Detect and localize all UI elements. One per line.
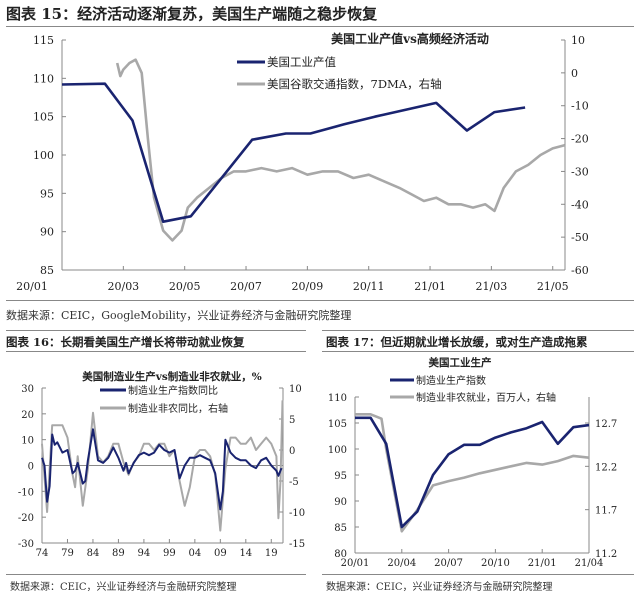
y2-tick-label: -15	[289, 539, 305, 550]
y2-tick-label: -40	[571, 198, 589, 211]
source-note-15: 数据来源：CEIC，GoogleMobility，兴业证券经济与金融研究院整理	[6, 309, 352, 322]
y2-tick-label: 11.7	[595, 506, 617, 517]
y2-tick-label: 10	[289, 384, 302, 395]
x-tick-label: 20/04	[387, 558, 416, 569]
x-tick-label: 84	[87, 548, 100, 559]
legend-label: 制造业生产指数	[416, 374, 486, 387]
legend-label: 美国工业产值	[267, 55, 336, 69]
source-note-17: 数据来源：CEIC，兴业证券经济与金融研究院整理	[326, 582, 553, 593]
y2-tick-label: -10	[571, 100, 589, 113]
y2-tick-label: 11.2	[595, 549, 617, 560]
y-tick-label: 110	[328, 393, 347, 404]
figure-15-title: 图表 15：经济活动逐渐复苏，美国生产端随之稳步恢复	[6, 5, 378, 23]
x-tick-label: 94	[138, 548, 151, 559]
series-line-gray	[115, 58, 566, 242]
x-tick-label: 21/04	[575, 558, 604, 569]
series-line-gray	[355, 412, 590, 533]
x-tick-label: 89	[112, 548, 125, 559]
x-tick-label: 20/07	[434, 558, 463, 569]
x-tick-label: 21/01	[528, 558, 557, 569]
x-tick-label: 74	[36, 548, 49, 559]
y-tick-label: 85	[334, 523, 347, 534]
y2-tick-label: 12.2	[595, 462, 617, 473]
y-tick-label: 0	[28, 462, 34, 473]
y-tick-label: 110	[33, 72, 54, 85]
x-tick-label: 20/05	[169, 280, 201, 293]
legend-label: 制造业非农就业，百万人，右轴	[416, 391, 556, 404]
y2-tick-label: -5	[289, 477, 299, 488]
y-tick-label: -20	[18, 513, 34, 524]
divider	[6, 351, 306, 352]
y-tick-label: -10	[18, 487, 34, 498]
y2-tick-label: -60	[571, 264, 589, 277]
x-tick-label: 20/03	[107, 280, 139, 293]
y2-tick-label: 10	[571, 34, 585, 47]
divider	[322, 330, 634, 331]
x-tick-label: 20/11	[353, 280, 385, 293]
y2-tick-label: -30	[571, 165, 589, 178]
figure-17-title: 图表 17：但近期就业增长放缓，或对生产造成拖累	[326, 335, 588, 349]
y-tick-label: 85	[40, 264, 54, 277]
x-tick-label: 20/01	[16, 280, 48, 293]
divider	[322, 574, 634, 575]
x-tick-label: 14	[239, 548, 252, 559]
y2-tick-label: 12.7	[595, 419, 617, 430]
y2-tick-label: 0	[289, 446, 295, 457]
divider	[6, 300, 634, 301]
y2-tick-label: -20	[571, 133, 589, 146]
x-tick-label: 79	[61, 548, 74, 559]
x-tick-label: 20/01	[341, 558, 370, 569]
y-tick-label: 100	[328, 445, 347, 456]
x-tick-label: 20/10	[481, 558, 510, 569]
y2-tick-label: -10	[289, 508, 305, 519]
x-tick-label: 21/03	[476, 280, 508, 293]
y-tick-label: 105	[33, 111, 54, 124]
chart-title: 美国工业产值vs高频经济活动	[331, 31, 489, 46]
source-note-16: 数据来源：CEIC，兴业证券经济与金融研究院整理	[10, 582, 237, 593]
x-tick-label: 04	[188, 548, 201, 559]
y-tick-label: 90	[334, 497, 347, 508]
y2-tick-label: 5	[289, 415, 295, 426]
x-tick-label: 20/07	[230, 280, 262, 293]
legend-label: 制造业生产指数同比	[128, 384, 218, 397]
y-tick-label: 30	[21, 384, 34, 395]
y-tick-label: 95	[334, 471, 347, 482]
divider	[6, 330, 306, 331]
y-tick-label: 115	[33, 34, 54, 47]
x-tick-label: 20/09	[292, 280, 324, 293]
chart-title: 美国制造业生产vs制造业非农就业，%	[82, 370, 262, 383]
legend-label: 制造业非农同比，右轴	[128, 402, 228, 415]
y-tick-label: 100	[33, 149, 54, 162]
y-tick-label: 105	[328, 419, 347, 430]
divider	[6, 26, 634, 27]
divider	[6, 574, 306, 575]
x-tick-label: 09	[214, 548, 227, 559]
series-line-navy	[61, 82, 526, 223]
y-tick-label: 10	[21, 436, 34, 447]
y2-tick-label: 0	[571, 67, 578, 80]
y-tick-label: 95	[40, 187, 54, 200]
x-tick-label: 21/05	[537, 280, 569, 293]
y-tick-label: 90	[40, 226, 54, 239]
x-tick-label: 99	[163, 548, 176, 559]
y2-tick-label: -50	[571, 231, 589, 244]
legend-label: 美国谷歌交通指数，7DMA，右轴	[267, 77, 442, 91]
x-tick-label: 19	[265, 548, 278, 559]
y-tick-label: 20	[21, 410, 34, 421]
divider	[322, 351, 634, 352]
chart-title: 美国工业生产	[429, 356, 492, 369]
y-tick-label: -30	[18, 539, 34, 550]
y-tick-label: 80	[334, 549, 347, 560]
series-line-navy	[355, 416, 590, 529]
figure-16-title: 图表 16：长期看美国生产增长将带动就业恢复	[6, 335, 245, 349]
series-line-navy	[41, 428, 283, 511]
x-tick-label: 21/01	[414, 280, 446, 293]
